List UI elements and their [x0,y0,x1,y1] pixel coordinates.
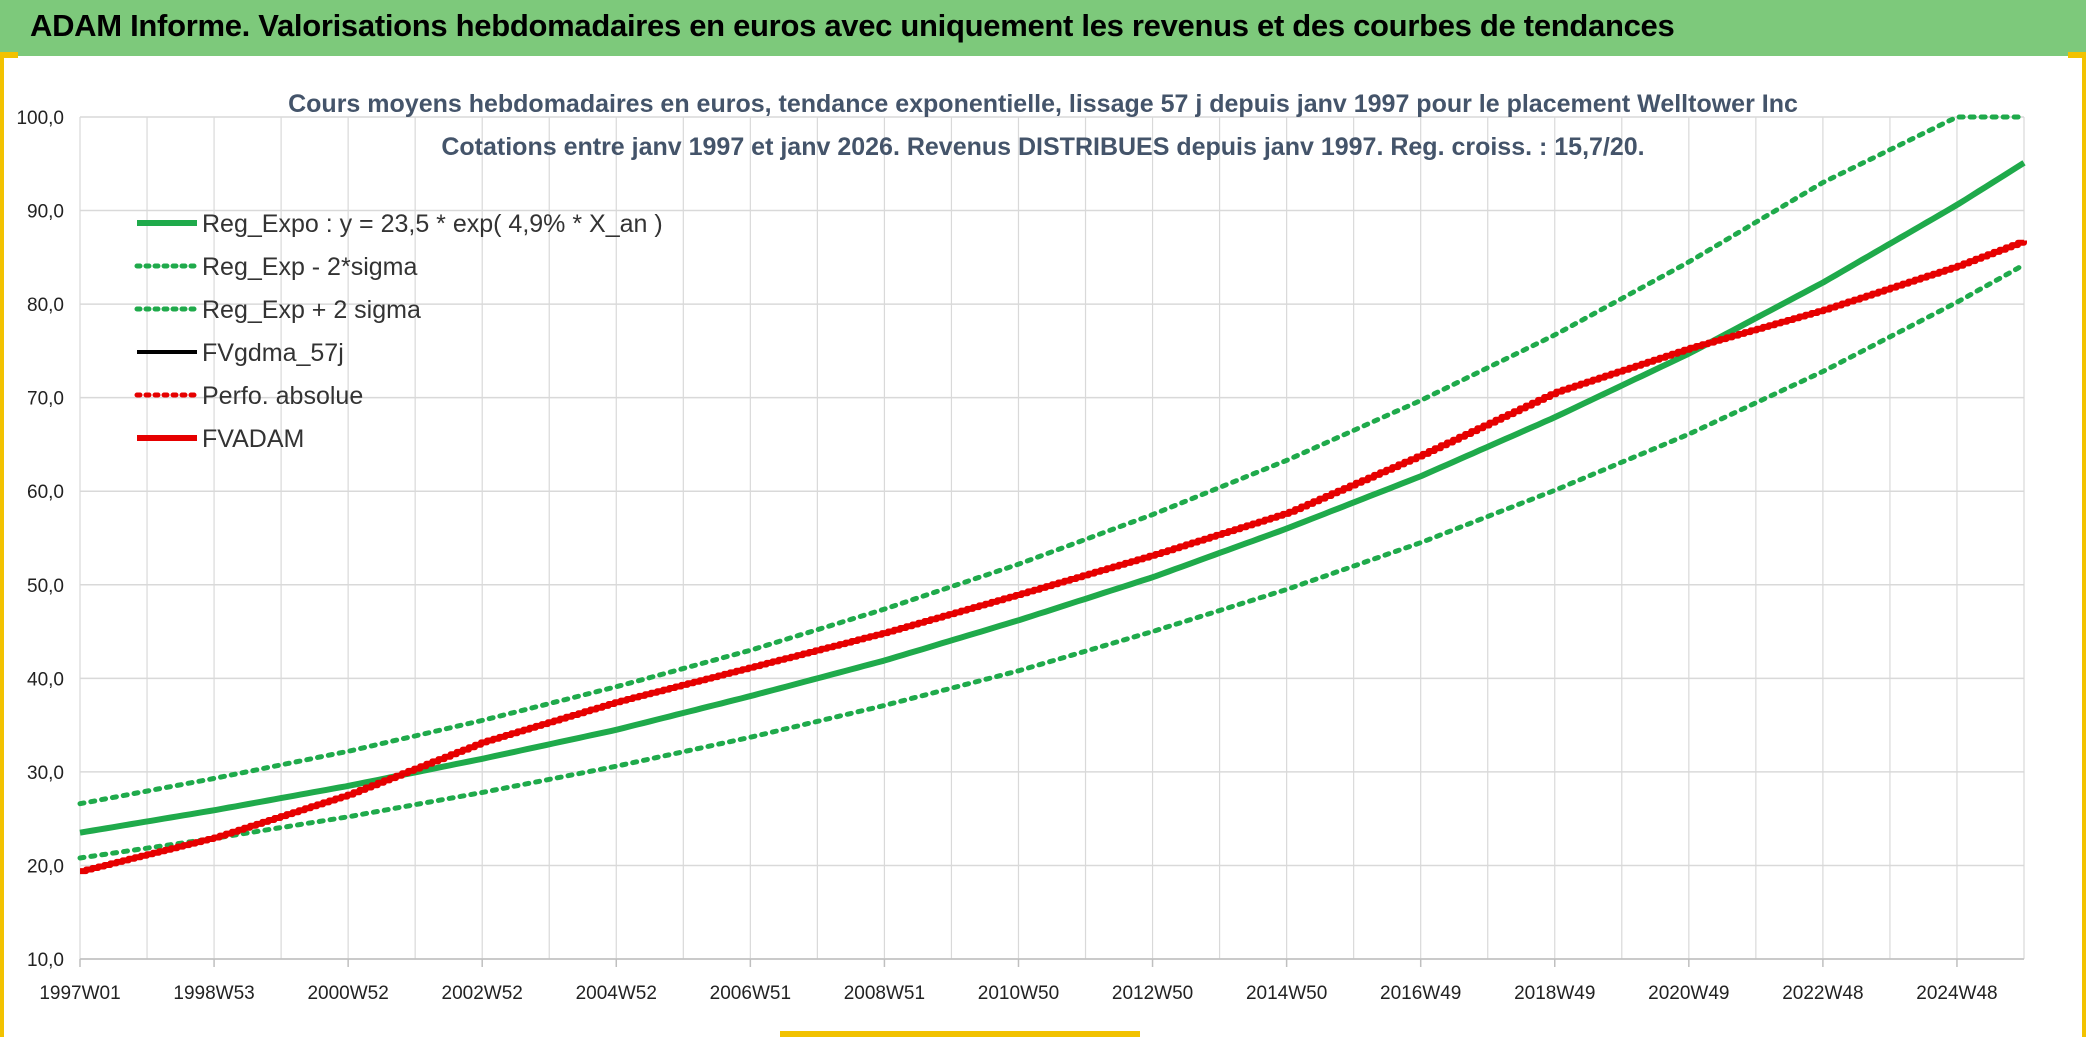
frame-bottom-accent [780,1031,1140,1037]
chart-frame [0,56,2086,1037]
y-tick-label: 100,0 [16,108,64,129]
y-tick-label: 60,0 [27,482,64,503]
report-title: ADAM Informe. Valorisations hebdomadaire… [30,8,1675,43]
x-tick-label: 2012W50 [1112,983,1193,1004]
x-tick-label: 2024W48 [1916,983,1997,1004]
x-tick-label: 2016W49 [1380,983,1461,1004]
x-tick-label: 2008W51 [844,983,925,1004]
series-lines [77,114,2027,875]
x-tick-label: 2018W49 [1514,983,1595,1004]
x-tick-label: 2000W52 [307,983,388,1004]
legend-entry: Reg_Exp - 2*sigma [202,253,417,281]
legend-entry: Reg_Expo : y = 23,5 * exp( 4,9% * X_an ) [202,210,663,238]
x-tick-label: 1997W01 [39,983,120,1004]
y-tick-label: 80,0 [27,295,64,316]
x-tick-label: 2006W51 [710,983,791,1004]
legend-entry: Reg_Exp + 2 sigma [202,296,421,324]
x-tick-label: 2014W50 [1246,983,1327,1004]
y-tick-label: 20,0 [27,856,64,877]
grid-lines [79,116,2025,960]
series-line-reg-exp-2-sigma [77,262,2027,861]
y-tick-label: 50,0 [27,576,64,597]
chart-subtitle: Cotations entre janv 1997 et janv 2026. … [441,133,1644,161]
series-line-reg-exp-2-sigma [77,114,2027,807]
axes: 10,0 20,0 30,0 40,0 50,0 60,0 70,0 80,0 90,0 100,… [16,108,2024,1004]
series-line-fvadam [80,239,2027,875]
chart-titles: Cours moyens hebdomadaires en euros, ten… [288,90,1798,161]
chart-title: Cours moyens hebdomadaires en euros, ten… [288,90,1798,118]
chart-legend: Reg_Expo : y = 23,5 * exp( 4,9% * X_an )… [134,210,663,453]
y-tick-label: 30,0 [27,763,64,784]
frame-corner-left [0,52,18,58]
x-tick-label: 2002W52 [442,983,523,1004]
y-tick-label: 10,0 [27,950,64,971]
frame-corner-right [2068,52,2086,58]
y-tick-label: 40,0 [27,669,64,690]
legend-entry: FVgdma_57j [202,339,344,367]
x-tick-label: 2022W48 [1782,983,1863,1004]
x-tick-label: 1998W53 [173,983,254,1004]
x-tick-label: 2020W49 [1648,983,1729,1004]
x-tick-label: 2010W50 [978,983,1059,1004]
legend-entry: FVADAM [202,425,304,453]
report-banner: ADAM Informe. Valorisations hebdomadaire… [0,0,2086,56]
x-tick-label: 2004W52 [576,983,657,1004]
y-tick-label: 90,0 [27,202,64,223]
y-tick-label: 70,0 [27,389,64,410]
legend-entry: Perfo. absolue [202,382,363,410]
